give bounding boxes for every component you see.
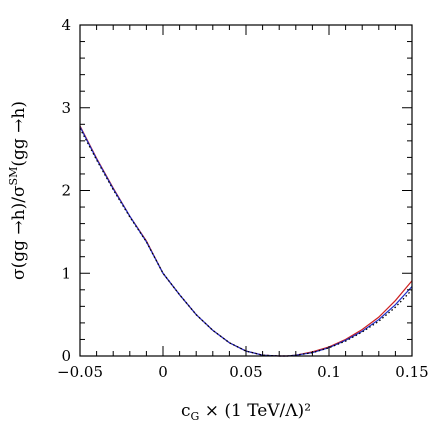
series-line-3: [79, 128, 413, 357]
x-axis-label-c: c: [181, 401, 191, 421]
x-axis-label: cG × (1 TeV/Λ)²: [181, 401, 311, 423]
x-axis-label-sub: G: [191, 410, 200, 423]
y-axis-label-sup: SM: [7, 167, 20, 186]
series-line-2: [79, 126, 413, 357]
y-axis-label-part1: σ(gg →h)/σ: [9, 185, 29, 280]
axis-ticks: [79, 24, 413, 357]
x-tick-label: 0.15: [395, 363, 428, 381]
y-tick-label: 4: [61, 16, 71, 34]
plot-frame: [79, 24, 413, 357]
plot-area: [79, 125, 413, 357]
y-tick-label: 1: [61, 264, 71, 282]
y-axis-label-part2: (gg →h): [9, 101, 29, 167]
y-axis-label: σ(gg →h)/σSM(gg →h): [7, 101, 29, 280]
y-tick-label: 3: [61, 99, 71, 117]
x-tick-label: −0.05: [57, 363, 103, 381]
x-tick-label: 0.05: [229, 363, 262, 381]
y-tick-label: 2: [61, 182, 71, 200]
x-tick-label: 0: [158, 363, 168, 381]
x-tick-label: 0.1: [317, 363, 341, 381]
x-axis-label-rest: × (1 TeV/Λ)²: [199, 401, 311, 421]
y-tick-label: 0: [61, 347, 71, 365]
series-line-1: [79, 125, 413, 357]
